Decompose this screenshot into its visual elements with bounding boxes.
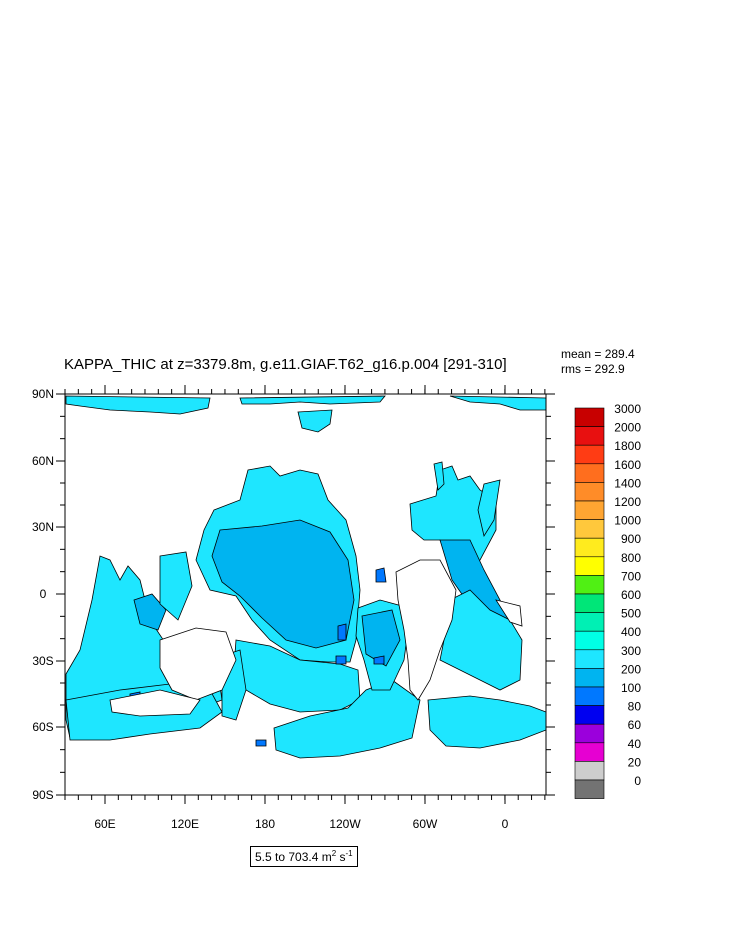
ocean-speck-5	[373, 655, 385, 665]
colorbar-swatch	[574, 444, 605, 465]
lat-label: 90N	[32, 387, 54, 401]
land-antarctic-gap	[109, 689, 201, 717]
colorbar-swatch	[574, 612, 605, 632]
colorbar-swatch	[574, 686, 605, 706]
colorbar-level-label: 100	[621, 681, 641, 695]
colorbar-swatch	[574, 668, 605, 688]
data-range-label: 5.5 to 703.4 m2 s-1	[250, 846, 358, 867]
ocean-region-greenland-sea	[477, 479, 501, 538]
ocean-region-pacific-core	[211, 519, 355, 649]
ocean-region-southern-ocean	[273, 679, 421, 759]
map-frame: 90N 60N 30N 0 30S 60S 90S 60E 120E 180 120W 60W 0	[32, 385, 555, 831]
ocean-region-arctic-east	[449, 395, 547, 411]
map-title: KAPPA_THIC at z=3379.8m, g.e11.GIAF.T62_…	[64, 356, 507, 373]
range-unit: s	[336, 850, 346, 864]
range-text: 5.5 to 703.4 m	[255, 850, 332, 864]
ocean-region-arctic-west	[65, 395, 211, 415]
colorbar-swatch	[574, 407, 605, 427]
colorbar-level-label: 800	[621, 551, 641, 565]
range-exponent-2: -1	[345, 849, 353, 858]
colorbar-swatch	[574, 537, 605, 558]
lat-label: 60N	[32, 454, 54, 468]
ocean-field	[65, 395, 547, 759]
lat-label: 60S	[32, 720, 53, 734]
ocean-region-labrador	[433, 461, 445, 491]
colorbar-swatch	[574, 463, 605, 483]
lon-label: 120W	[329, 817, 361, 831]
colorbar-swatch	[574, 761, 605, 781]
colorbar-level-label: 1000	[614, 514, 641, 528]
colorbar-level-label: 500	[621, 607, 641, 621]
lon-label: 180	[255, 817, 275, 831]
land-south-america	[395, 559, 457, 701]
land-africa-gap	[495, 599, 523, 627]
colorbar-swatch	[574, 630, 605, 651]
ocean-region-south-pacific-west	[159, 551, 193, 621]
ocean-region-atlantic-southern	[427, 695, 547, 749]
colorbar-swatch	[574, 705, 605, 725]
colorbar-swatch	[574, 649, 605, 669]
colorbar-swatch	[574, 500, 605, 520]
lon-label: 0	[502, 817, 509, 831]
colorbar-level-label: 600	[621, 588, 641, 602]
ocean-speck-4	[255, 739, 267, 747]
colorbar-level-label: 1200	[614, 495, 641, 509]
colorbar-level-label: 1800	[614, 439, 641, 453]
colorbar-level-label: 1600	[614, 458, 641, 472]
ocean-region-south-atlantic	[439, 589, 523, 691]
colorbar-level-label: 1400	[614, 476, 641, 490]
ocean-speck-2	[375, 567, 387, 583]
colorbar-level-label: 2000	[614, 421, 641, 435]
colorbar-swatch	[574, 723, 605, 744]
mean-stat: mean = 289.4	[561, 347, 635, 361]
colorbar-swatch	[574, 426, 605, 446]
colorbar: 3000200018001600140012001000900800700600…	[574, 402, 642, 799]
lon-label: 120E	[171, 817, 199, 831]
ocean-region-west-pacific-basin	[133, 593, 167, 631]
colorbar-swatch	[574, 575, 605, 595]
land-mask	[109, 559, 523, 717]
lat-label: 30N	[32, 520, 54, 534]
colorbar-swatch	[574, 556, 605, 576]
colorbar-swatch	[574, 519, 605, 539]
ocean-region-bering	[297, 409, 333, 433]
lat-label: 0	[40, 587, 47, 601]
range-exponent-1: 2	[331, 849, 337, 858]
lat-label: 90S	[32, 788, 53, 802]
colorbar-level-label: 400	[621, 625, 641, 639]
colorbar-level-label: 80	[628, 700, 642, 714]
ocean-speck-1	[337, 623, 347, 641]
colorbar-level-label: 0	[634, 774, 641, 788]
ocean-region-arctic-central	[239, 395, 386, 405]
colorbar-level-label: 3000	[614, 402, 641, 416]
colorbar-level-label: 200	[621, 662, 641, 676]
colorbar-level-label: 60	[628, 718, 642, 732]
ocean-region-east-pacific-core	[361, 609, 401, 667]
colorbar-swatch	[574, 593, 605, 613]
colorbar-level-label: 900	[621, 532, 641, 546]
lon-label: 60E	[94, 817, 115, 831]
lat-label: 30S	[32, 654, 53, 668]
colorbar-swatch	[574, 742, 605, 762]
colorbar-level-label: 20	[628, 755, 642, 769]
colorbar-level-label: 40	[628, 737, 642, 751]
land-australia	[159, 627, 237, 701]
lon-label: 60W	[413, 817, 438, 831]
rms-stat: rms = 292.9	[561, 362, 625, 376]
colorbar-level-label: 300	[621, 644, 641, 658]
colorbar-swatch	[574, 779, 605, 799]
ocean-speck-6	[335, 655, 347, 665]
colorbar-level-label: 700	[621, 569, 641, 583]
colorbar-swatch	[574, 482, 605, 502]
